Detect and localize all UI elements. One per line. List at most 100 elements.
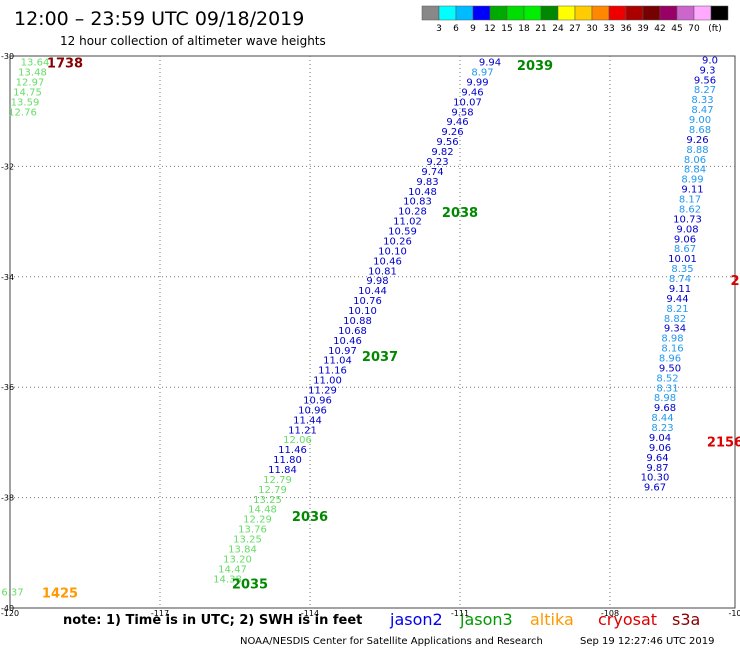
chart-title: 12:00 – 23:59 UTC 09/18/2019 <box>14 8 304 30</box>
wave-height-label: 8.23 <box>651 423 673 434</box>
wave-height-label: 8.67 <box>674 244 696 255</box>
time-label: 2036 <box>292 510 328 525</box>
wave-height-label: 8.68 <box>689 125 711 136</box>
wave-height-label: 14.75 <box>13 87 42 98</box>
x-tick-label: -120 <box>1 609 19 618</box>
wave-height-label: 10.01 <box>668 254 697 265</box>
y-tick-label: -32 <box>1 162 14 171</box>
data-points: 9.948.979.999.4610.079.589.469.269.569.8… <box>1 55 718 598</box>
wave-height-label: 12.97 <box>16 77 45 88</box>
colorbar-label: 36 <box>620 24 632 34</box>
wave-height-label: 10.46 <box>333 336 362 347</box>
wave-height-label: 8.06 <box>684 155 706 166</box>
wave-height-label: 11.29 <box>308 386 337 397</box>
wave-height-label: 10.28 <box>398 207 427 218</box>
wave-height-label: 13.25 <box>253 495 282 506</box>
wave-height-label: 11.02 <box>393 217 422 228</box>
colorbar-swatch <box>642 5 661 21</box>
colorbar-swatch <box>710 5 729 21</box>
wave-height-label: 11.21 <box>288 425 317 436</box>
wave-height-label: 9.44 <box>666 294 688 305</box>
colorbar-swatch <box>438 5 457 21</box>
colorbar-label: 21 <box>535 24 546 34</box>
wave-height-label: 10.88 <box>343 316 372 327</box>
colorbar-swatch <box>506 5 525 21</box>
wave-height-label: 8.47 <box>691 105 713 116</box>
y-tick-label: -30 <box>1 52 14 61</box>
time-label: 1425 <box>42 587 78 602</box>
time-labels: 1738 2039 2038 2037 2036 2035 1425 2156 2 <box>42 57 740 602</box>
color-scale: 3 6 9 12 15 18 21 24 27 30 33 36 39 42 45 70 (ft) <box>421 5 729 34</box>
wave-height-label: 11.16 <box>318 366 347 377</box>
plot-area <box>9 55 736 609</box>
wave-height-label: 11.80 <box>273 455 302 466</box>
wave-height-label: 10.96 <box>303 395 332 406</box>
wave-height-label: 9.64 <box>646 453 668 464</box>
wave-height-label: 13.59 <box>11 97 40 108</box>
wave-height-label: 9.11 <box>681 185 703 196</box>
wave-height-label: 13.64 <box>21 58 50 69</box>
time-label: 2037 <box>362 350 398 365</box>
wave-height-label: 8.62 <box>679 204 701 215</box>
time-label: 1738 <box>47 57 83 72</box>
wave-height-label: 12.79 <box>263 475 292 486</box>
wave-height-label: 9.3 <box>700 65 716 76</box>
colorbar-label: 42 <box>654 24 665 34</box>
wave-height-label: 9.50 <box>659 363 681 374</box>
wave-height-label: 13.76 <box>238 525 267 536</box>
wave-height-label: 8.33 <box>691 95 713 106</box>
wave-height-label: 12.79 <box>258 485 287 496</box>
wave-height-label: 10.83 <box>403 197 432 208</box>
colorbar-swatch <box>591 5 610 21</box>
wave-height-label: 10.48 <box>408 187 437 198</box>
x-tick-label: -117 <box>151 609 169 618</box>
wave-height-label: 9.74 <box>421 167 443 178</box>
x-tick-label: -10 <box>728 609 740 618</box>
colorbar-swatch <box>489 5 508 21</box>
wave-height-label: 10.10 <box>378 246 407 257</box>
wave-height-label: 9.56 <box>436 137 458 148</box>
wave-height-label: 13.48 <box>18 68 47 79</box>
axis-ticks: -120 -117 -114 -111 -108 -10 -30 -32 -34 -36 -38 -4… <box>1 52 740 618</box>
wave-height-label: 10.59 <box>388 227 417 238</box>
wave-height-label: 8.17 <box>679 195 701 206</box>
colorbar-label: 27 <box>569 24 580 34</box>
footer-timestamp: Sep 19 12:27:46 UTC 2019 <box>580 636 714 647</box>
wave-height-label: 9.06 <box>649 443 671 454</box>
wave-height-label: 8.21 <box>666 304 688 315</box>
colorbar-label: 6 <box>453 24 459 34</box>
colorbar-label: 24 <box>552 24 564 34</box>
colorbar-swatch <box>659 5 678 21</box>
satellite-legend-item: altika <box>530 610 574 629</box>
wave-height-label: 8.82 <box>664 314 686 325</box>
wave-height-label: 9.99 <box>466 77 488 88</box>
wave-height-label: 8.27 <box>694 85 716 96</box>
wave-height-label: 12.76 <box>8 107 37 118</box>
wave-height-label: 8.52 <box>656 373 678 384</box>
wave-height-label: 11.84 <box>268 465 297 476</box>
colorbar-swatch <box>693 5 712 21</box>
wave-height-label: 10.26 <box>383 236 412 247</box>
time-label: 2038 <box>442 206 478 221</box>
satellite-legend-item: jason2 <box>389 610 443 629</box>
wave-height-label: 8.44 <box>651 413 673 424</box>
wave-height-label: 8.31 <box>656 383 678 394</box>
wave-height-label: 10.97 <box>328 346 357 357</box>
satellite-legend: jason2 jason3 altika cryosat s3a <box>389 610 700 629</box>
colorbar-label: 30 <box>586 24 598 34</box>
wave-height-label: 14.38 <box>213 574 242 585</box>
colorbar-swatch <box>455 5 474 21</box>
wave-height-label: 9.23 <box>426 157 448 168</box>
wave-height-label: 9.11 <box>669 284 691 295</box>
wave-height-label: 8.97 <box>471 68 493 79</box>
colorbar-label: 33 <box>603 24 614 34</box>
wave-height-label: 10.07 <box>453 97 482 108</box>
wave-height-label: 8.98 <box>661 334 683 345</box>
wave-height-label: 11.04 <box>323 356 352 367</box>
wave-height-label: 10.81 <box>368 266 397 277</box>
wave-height-label: 9.04 <box>649 433 671 444</box>
wave-height-label: 12.06 <box>283 435 312 446</box>
wave-height-label: 9.00 <box>689 115 711 126</box>
wave-height-label: 11.00 <box>313 376 342 387</box>
